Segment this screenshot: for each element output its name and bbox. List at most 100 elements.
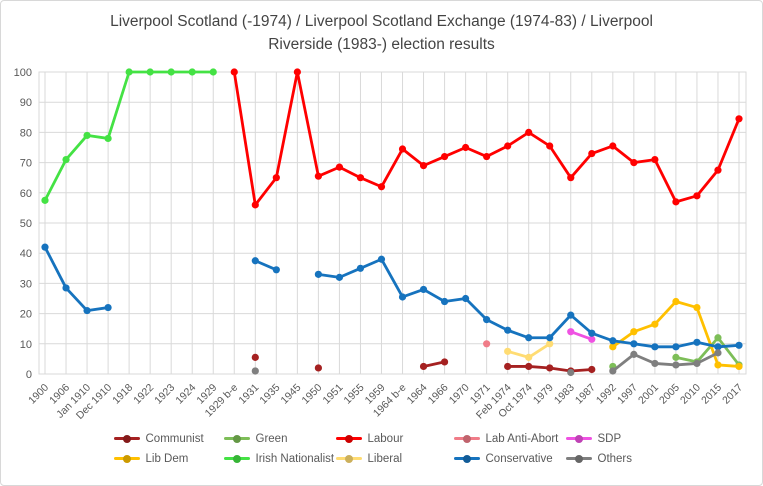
svg-text:0: 0 [26, 369, 32, 381]
legend-marker-liberal-icon [335, 454, 362, 463]
legend-marker-lab-anti-abort-icon [453, 434, 480, 443]
svg-text:2017: 2017 [720, 381, 745, 406]
svg-text:1931: 1931 [236, 381, 261, 406]
series-irish-nationalist [41, 67, 217, 204]
point-communist-1964 [419, 362, 428, 370]
legend-label-others: Others [597, 452, 633, 465]
point-communist-1950 [314, 363, 322, 372]
svg-text:1950: 1950 [300, 381, 325, 406]
svg-text:50: 50 [20, 218, 32, 230]
point-others-1992 [609, 366, 617, 375]
svg-text:1979: 1979 [531, 381, 556, 406]
legend-item-communist: Communist [113, 432, 224, 445]
chart-legend: Communist Green Labour Lab Anti-Abort SDP Lib… [1, 433, 762, 465]
legend-marker-irish-nationalist-icon [223, 454, 250, 463]
point-lab-anti-abort-1971 [483, 339, 491, 347]
legend-marker-lib-dem-icon [113, 454, 140, 463]
point-conservative-2017 [735, 341, 743, 349]
point-irish-nationalist-1906 [62, 155, 70, 163]
legend-item-labour: Labour [335, 433, 454, 445]
svg-text:1918: 1918 [110, 381, 135, 406]
point-others-1983 [567, 368, 575, 376]
legend-label-communist: Communist [145, 432, 204, 445]
point-labour-2001 [651, 155, 659, 163]
point-others-2010 [693, 359, 701, 367]
point-labour-1970 [462, 143, 470, 151]
svg-text:1922: 1922 [131, 381, 156, 406]
svg-text:100: 100 [14, 67, 32, 79]
point-conservative-1997 [630, 339, 638, 347]
legend-label-conservative: Conservative [485, 452, 553, 465]
point-conservative-feb-1974 [504, 326, 512, 334]
point-conservative-2001 [651, 342, 659, 350]
point-conservative-1979 [546, 333, 554, 341]
svg-text:1987: 1987 [573, 381, 598, 406]
point-labour-1951 [335, 163, 344, 171]
point-communist-oct-1974 [525, 362, 533, 370]
point-others-2015 [714, 348, 722, 356]
legend-marker-green-icon [223, 434, 250, 443]
svg-text:1900: 1900 [26, 381, 51, 406]
point-conservative-1906 [62, 283, 70, 292]
point-labour-1950 [314, 172, 322, 180]
point-irish-nationalist-1924 [188, 67, 196, 76]
point-conservative-1935 [272, 265, 280, 273]
point-labour-1971 [483, 152, 491, 160]
series-liberal [504, 339, 554, 361]
point-conservative-1900 [41, 243, 49, 251]
legend-label-liberal: Liberal [367, 452, 403, 465]
point-communist-1987 [588, 365, 596, 373]
point-conservative-dec-1910 [104, 303, 112, 311]
point-conservative-1931 [251, 256, 259, 264]
legend-marker-communist-icon [113, 434, 140, 443]
svg-text:1924: 1924 [173, 381, 198, 406]
point-others-2005 [672, 360, 680, 369]
legend-item-others: Others [565, 452, 650, 465]
legend-item-lib-dem: Lib Dem [113, 453, 224, 465]
legend-marker-others-icon [565, 454, 592, 463]
legend-item-liberal: Liberal [335, 452, 454, 465]
svg-text:1964: 1964 [405, 381, 430, 406]
point-lib-dem-2005 [672, 297, 680, 305]
legend-item-sdp: SDP [565, 432, 650, 445]
point-labour-1992 [609, 141, 617, 150]
point-conservative-jan-1910 [83, 306, 91, 314]
point-communist-1966 [440, 357, 449, 366]
svg-text:2010: 2010 [678, 381, 703, 406]
point-labour-1959 [377, 182, 386, 190]
legend-item-irish-nationalist: Irish Nationalist [223, 453, 336, 465]
point-lib-dem-2010 [693, 303, 701, 311]
point-conservative-1992 [609, 336, 617, 344]
point-communist-feb-1974 [504, 362, 512, 370]
point-conservative-2015 [714, 342, 722, 350]
svg-text:2015: 2015 [699, 381, 724, 406]
point-labour-1935 [272, 173, 280, 181]
point-conservative-1983 [567, 311, 575, 319]
point-conservative-1964-b-e [398, 292, 407, 301]
point-labour-1987 [588, 149, 596, 157]
svg-text:1983: 1983 [552, 381, 577, 406]
point-conservative-oct-1974 [525, 333, 533, 341]
point-conservative-1950 [314, 270, 322, 278]
svg-text:60: 60 [20, 187, 32, 199]
point-conservative-1987 [588, 329, 596, 337]
legend-label-sdp: SDP [597, 432, 622, 445]
point-labour-oct-1974 [525, 128, 533, 136]
point-liberal-1979 [546, 339, 554, 347]
point-labour-2010 [693, 191, 701, 199]
point-conservative-1955 [356, 264, 365, 272]
point-conservative-1951 [335, 273, 344, 281]
series-conservative [41, 243, 743, 350]
svg-text:20: 20 [20, 308, 32, 320]
svg-text:2001: 2001 [636, 381, 661, 406]
point-conservative-2010 [693, 338, 701, 346]
svg-text:1992: 1992 [594, 381, 619, 406]
point-liberal-feb-1974 [504, 347, 512, 355]
point-irish-nationalist-1900 [41, 196, 49, 204]
svg-text:90: 90 [20, 97, 32, 109]
series-communist [251, 353, 596, 375]
point-labour-1966 [440, 152, 449, 160]
point-labour-1983 [567, 173, 575, 181]
svg-text:1923: 1923 [152, 381, 177, 406]
